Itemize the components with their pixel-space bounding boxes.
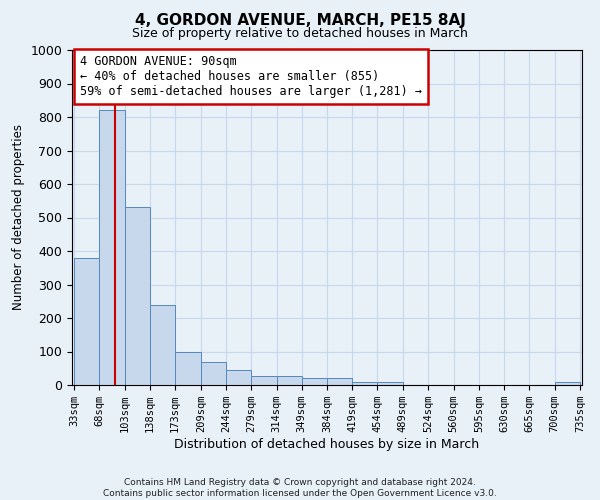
Text: 4, GORDON AVENUE, MARCH, PE15 8AJ: 4, GORDON AVENUE, MARCH, PE15 8AJ	[134, 12, 466, 28]
Bar	[554, 382, 580, 385]
X-axis label: Distribution of detached houses by size in March: Distribution of detached houses by size …	[175, 438, 479, 451]
Bar	[150, 304, 175, 385]
Bar	[302, 378, 327, 385]
Bar	[251, 376, 277, 385]
Y-axis label: Number of detached properties: Number of detached properties	[12, 124, 25, 310]
Bar	[175, 352, 201, 385]
Bar	[352, 382, 377, 385]
Bar	[125, 208, 150, 385]
Text: Size of property relative to detached houses in March: Size of property relative to detached ho…	[132, 28, 468, 40]
Bar	[377, 382, 403, 385]
Bar	[327, 378, 352, 385]
Bar	[201, 362, 226, 385]
Bar	[277, 376, 302, 385]
Text: 4 GORDON AVENUE: 90sqm
← 40% of detached houses are smaller (855)
59% of semi-de: 4 GORDON AVENUE: 90sqm ← 40% of detached…	[80, 55, 422, 98]
Bar	[100, 110, 125, 385]
Bar	[226, 370, 251, 385]
Bar	[74, 258, 100, 385]
Text: Contains HM Land Registry data © Crown copyright and database right 2024.
Contai: Contains HM Land Registry data © Crown c…	[103, 478, 497, 498]
